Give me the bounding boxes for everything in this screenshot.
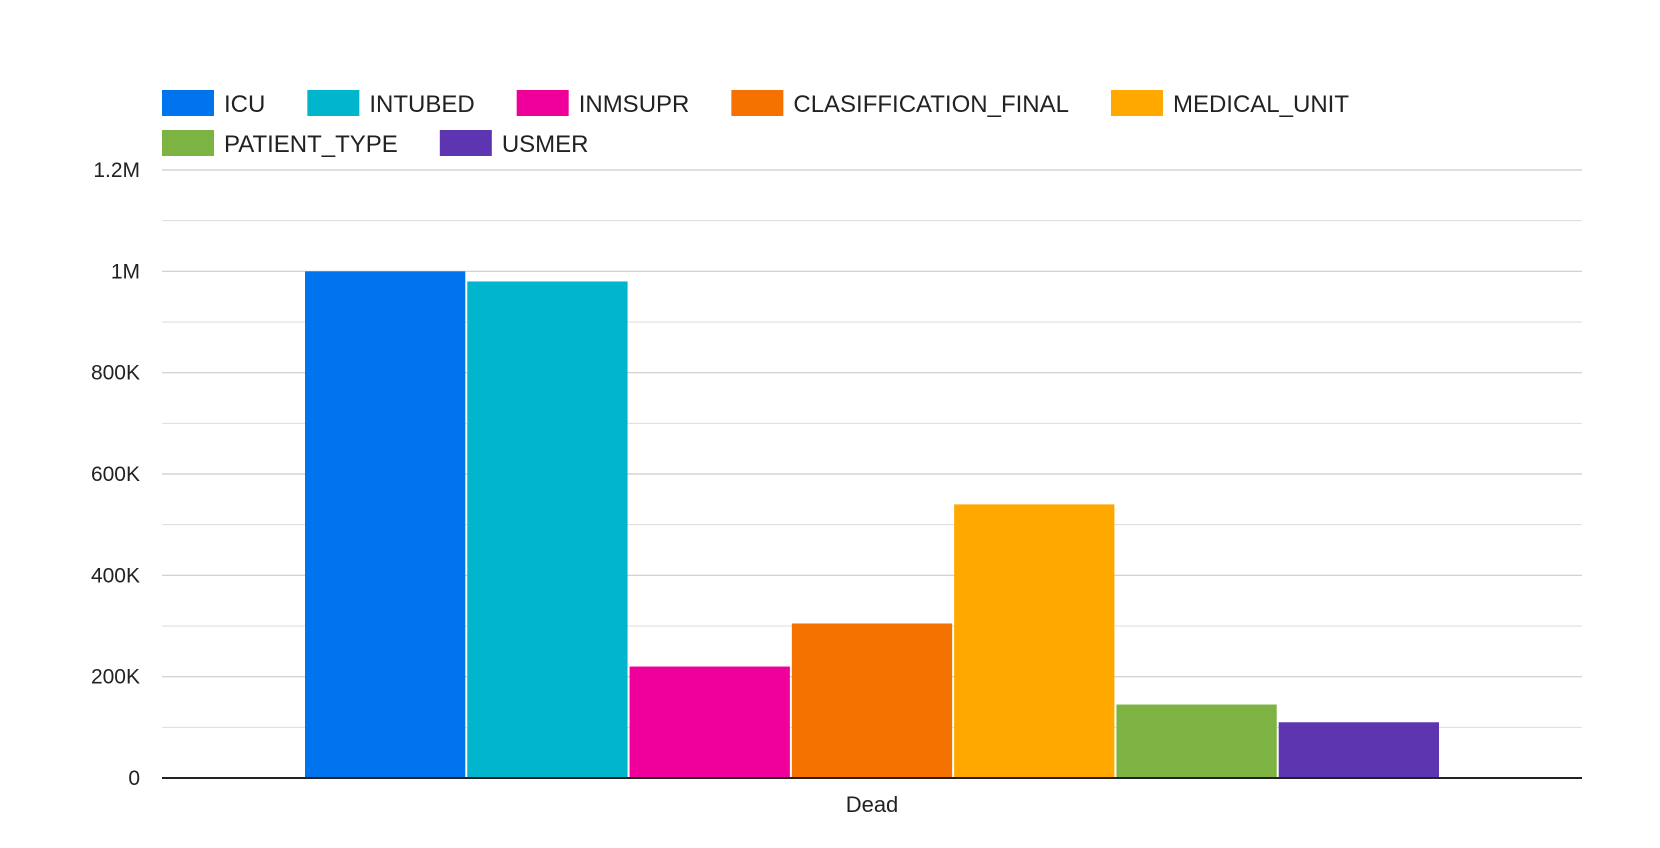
y-tick-label: 200K [91, 666, 140, 689]
bar-patient-type [1116, 704, 1277, 778]
legend-swatch [516, 90, 569, 116]
legend-item-icu: ICU [162, 90, 265, 118]
legend-label: USMER [502, 131, 589, 158]
bar-intubed [467, 281, 628, 778]
legend-item-usmer: USMER [439, 130, 589, 158]
y-tick-label: 0 [128, 767, 140, 790]
legend-item-intubed: INTUBED [307, 90, 475, 118]
legend-label: CLASIFFICATION_FINAL [793, 91, 1069, 118]
legend: ICU INTUBED INMSUPR CLASIFFICATION_FINAL MED… [162, 90, 1349, 158]
legend-item-medical-unit: MEDICAL_UNIT [1110, 90, 1349, 118]
bar-clasiffication-final [791, 623, 953, 778]
bar-usmer [1278, 722, 1439, 778]
legend-swatch [1110, 90, 1163, 116]
legend-swatch [162, 90, 214, 116]
legend-item-inmsupr: INMSUPR [516, 90, 690, 118]
legend-item-patient-type: PATIENT_TYPE [162, 130, 398, 158]
bar-medical-unit [954, 504, 1115, 778]
legend-label: MEDICAL_UNIT [1173, 91, 1349, 118]
legend-item-clasiffication-final: CLASIFFICATION_FINAL [731, 90, 1069, 118]
y-tick-label: 600K [91, 463, 140, 486]
legend-label: INTUBED [369, 91, 474, 118]
y-tick-label: 400K [91, 564, 140, 587]
y-tick-label: 800K [91, 362, 140, 385]
bar-inmsupr [629, 666, 790, 778]
y-tick-label: 1.2M [93, 159, 140, 182]
legend-label: PATIENT_TYPE [224, 131, 398, 158]
axes: 0 200K 400K 600K 800K 1M 1.2M Dead [91, 159, 1582, 817]
bar-icu [305, 271, 466, 778]
x-category-label: Dead [846, 792, 899, 817]
legend-label: ICU [224, 91, 265, 118]
legend-swatch [307, 90, 360, 116]
legend-swatch [162, 130, 214, 156]
legend-label: INMSUPR [579, 91, 690, 118]
legend-swatch [439, 130, 492, 156]
bars [305, 271, 1439, 778]
y-tick-label: 1M [111, 260, 140, 283]
legend-swatch [731, 90, 784, 116]
